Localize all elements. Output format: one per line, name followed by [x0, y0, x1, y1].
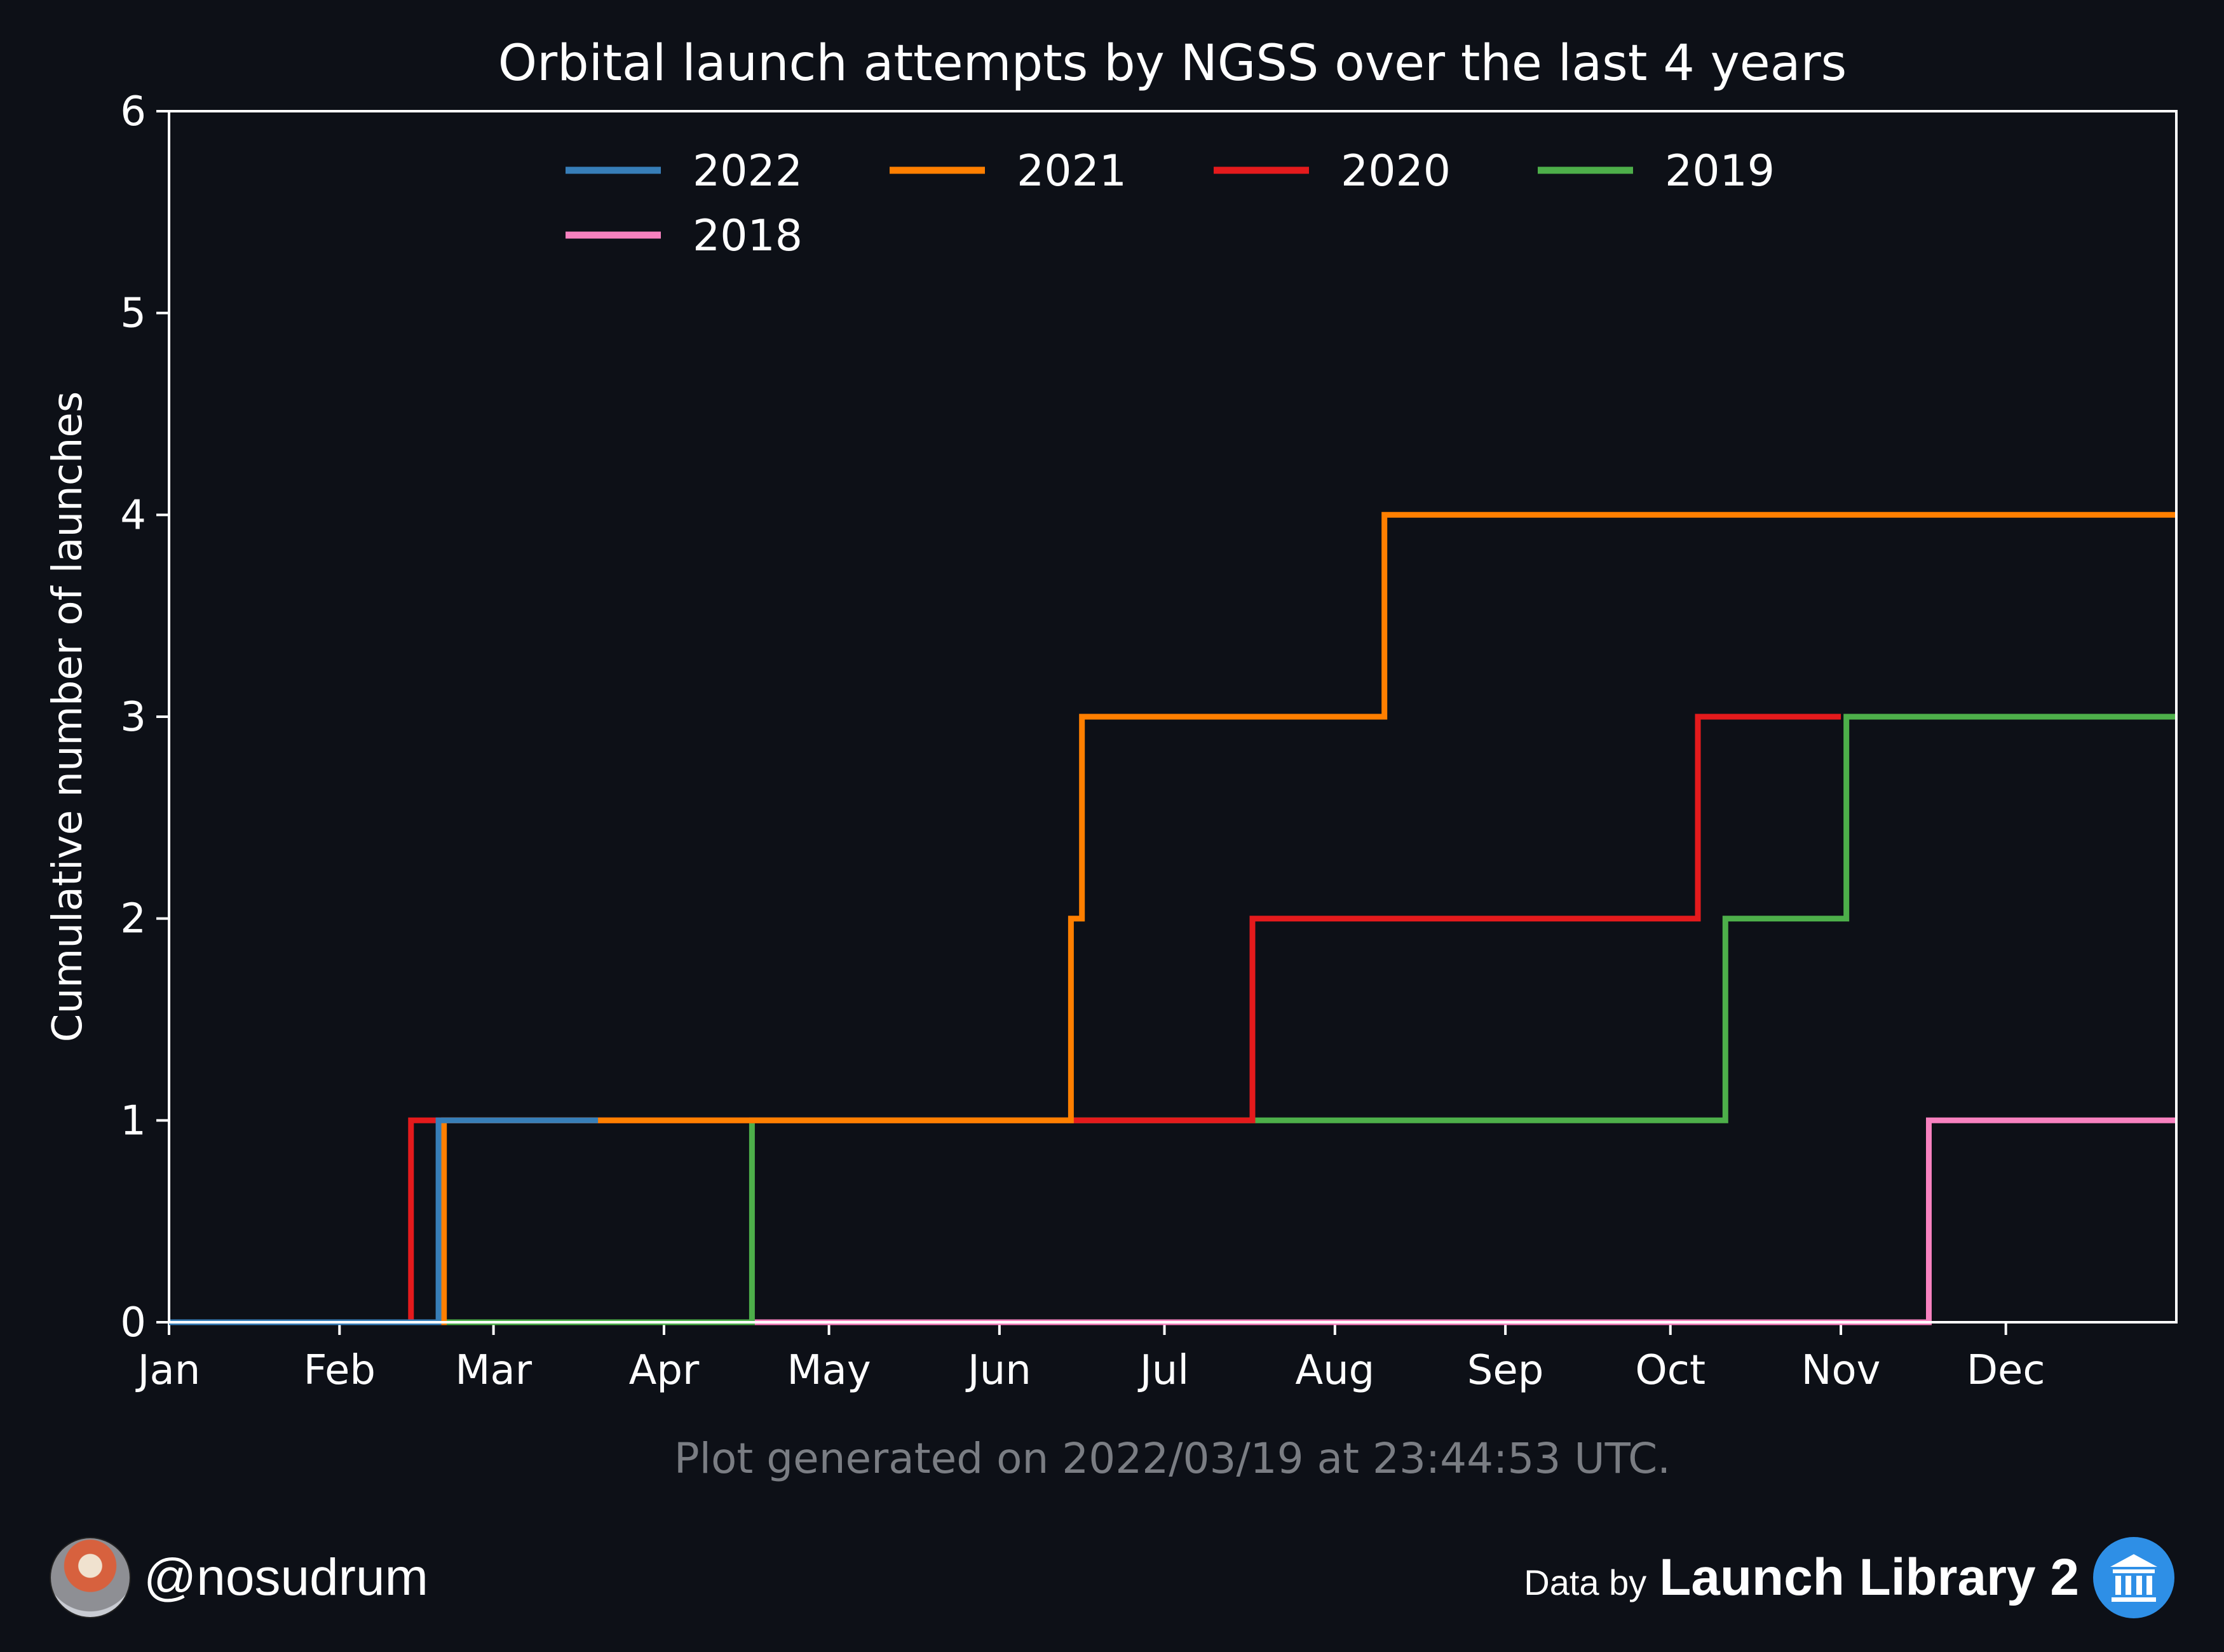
legend: 2022 2021 2020 2019 2018	[566, 146, 1775, 261]
x-tick-label: Mar	[455, 1347, 532, 1394]
y-tick-label: 5	[120, 290, 146, 337]
series-line-2021	[169, 511, 2176, 1325]
avatar	[51, 1538, 130, 1617]
legend-label: 2020	[1341, 146, 1451, 196]
series-lines	[169, 511, 2176, 1325]
series-line-2022	[169, 1117, 599, 1325]
series-line-2020	[169, 714, 1841, 1325]
axis-ticks: 0 1 2 3 4 5 6 Jan Feb Mar Apr May Jun Jul Aug Sep Oct Nov…	[120, 88, 2045, 1394]
x-tick-label: Aug	[1295, 1347, 1374, 1394]
data-by-label: Data by	[1524, 1562, 1647, 1602]
launch-library-logo-icon	[2093, 1537, 2174, 1618]
library-name[interactable]: Launch Library 2	[1659, 1548, 2079, 1606]
y-tick-label: 0	[120, 1299, 146, 1346]
x-tick-label: May	[787, 1347, 871, 1394]
legend-label: 2021	[1017, 146, 1127, 196]
y-tick-label: 6	[120, 88, 146, 135]
x-tick-label: Oct	[1635, 1347, 1705, 1394]
x-tick-label: Sep	[1467, 1347, 1544, 1394]
x-tick-label: Jun	[965, 1347, 1031, 1394]
legend-label: 2019	[1665, 146, 1775, 196]
y-tick-label: 3	[120, 694, 146, 741]
legend-label: 2018	[693, 211, 803, 261]
plot-frame	[168, 110, 2178, 1324]
series-line-2018	[169, 1117, 2176, 1325]
x-tick-label: Feb	[304, 1347, 376, 1394]
author-credit: @nosudrum	[51, 1536, 428, 1619]
x-tick-label: Nov	[1801, 1347, 1881, 1394]
x-tick-label: Apr	[629, 1347, 700, 1394]
data-source-credit: Data by Launch Library 2	[1524, 1536, 2174, 1619]
author-handle[interactable]: @nosudrum	[144, 1548, 428, 1606]
chart-title: Orbital launch attempts by NGSS over the…	[498, 35, 1847, 92]
x-tick-label: Jul	[1137, 1347, 1189, 1394]
x-tick-label: Jan	[135, 1347, 201, 1394]
y-tick-label: 4	[120, 492, 146, 539]
x-tick-label: Dec	[1967, 1347, 2045, 1394]
y-tick-label: 2	[120, 896, 146, 943]
series-line-2019	[169, 714, 2176, 1325]
y-axis-label: Cumulative number of launches	[44, 391, 92, 1042]
y-tick-label: 1	[120, 1097, 146, 1144]
legend-label: 2022	[693, 146, 803, 196]
generated-note: Plot generated on 2022/03/19 at 23:44:53…	[674, 1434, 1671, 1483]
